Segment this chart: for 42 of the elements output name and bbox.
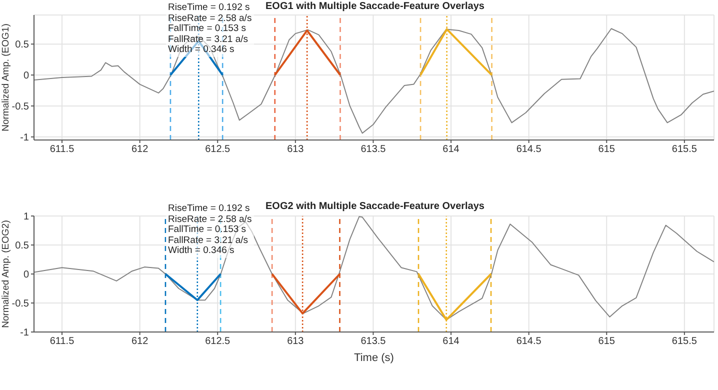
x-tick-label: 612.5: [205, 336, 231, 348]
x-tick-label: 613: [287, 144, 304, 156]
y-tick-label: 0: [23, 70, 30, 82]
x-tick-label: 612: [131, 144, 149, 156]
x-axis-title: Time (s): [354, 352, 394, 364]
x-tick-label: 613.5: [360, 336, 386, 348]
annotation: FallRate = 3.21 a/s: [168, 34, 250, 45]
annotation: FallTime = 0.153 s: [168, 224, 248, 236]
chart-title: EOG2 with Multiple Saccade-Feature Overlays: [264, 201, 486, 212]
annotation: FallRate = 3.21 a/s: [168, 234, 250, 246]
annotation: FallTime = 0.153 s: [168, 23, 248, 34]
x-tick-label: 614.5: [516, 336, 542, 348]
y-tick-label: -1: [20, 132, 30, 144]
text: RiseTime = 0.192 s: [168, 2, 251, 14]
x-tick-label: 611.5: [50, 144, 75, 156]
y-axis-title: Normalized Amp. (EOG1): [0, 24, 12, 132]
x-tick-label: 614: [442, 336, 460, 348]
x-tick-label: 612.5: [205, 144, 231, 156]
y-tick-label: -0.5: [12, 298, 30, 310]
y-tick-label: 1: [23, 212, 30, 223]
y-tick-label: -0.5: [12, 102, 30, 113]
x-tick-label: 614.5: [516, 144, 542, 156]
x-tick-label: 615.5: [672, 144, 698, 156]
chart-title: EOG1 with Multiple Saccade-Feature Overlays: [264, 1, 486, 12]
x-tick-label: 611.5: [50, 336, 75, 348]
y-tick-label: 0: [23, 270, 30, 281]
x-tick-label: 612: [131, 336, 149, 348]
annotation: Width = 0.346 s: [168, 245, 236, 256]
y-tick-label: 0.5: [15, 240, 30, 252]
x-tick-label: 614: [442, 144, 460, 156]
x-tick-label: 613: [287, 336, 304, 348]
x-tick-label: 615: [598, 336, 616, 348]
x-tick-label: 615: [598, 144, 616, 156]
text: RiseTime = 0.192 s: [168, 203, 251, 214]
annotation: RiseRate = 2.58 a/s: [168, 214, 252, 225]
annotation: Width = 0.346 s: [168, 44, 236, 56]
y-tick-label: 0.5: [15, 40, 30, 51]
annotation: RiseRate = 2.58 a/s: [168, 12, 252, 24]
x-tick-label: 613.5: [360, 144, 386, 156]
x-tick-label: 615.5: [672, 336, 698, 348]
y-axis-title: Normalized Amp. (EOG2): [0, 220, 12, 328]
y-tick-label: -1: [20, 328, 30, 339]
